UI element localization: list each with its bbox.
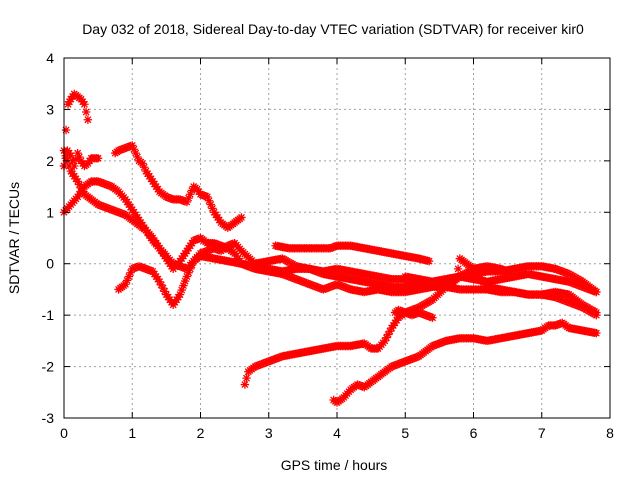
data-point	[383, 330, 393, 339]
data-point	[180, 276, 190, 286]
y-tick-label: -2	[42, 359, 55, 375]
data-point	[158, 283, 168, 293]
data-point	[66, 151, 76, 160]
x-tick-label: 1	[128, 425, 136, 441]
data-point	[61, 151, 70, 160]
data-point	[61, 125, 71, 135]
data-point	[121, 280, 130, 289]
data-point	[81, 107, 91, 117]
series-arc-5	[110, 141, 246, 232]
data-point	[160, 287, 169, 296]
data-point	[65, 97, 74, 106]
data-point	[124, 272, 134, 281]
y-tick-label: 3	[46, 101, 54, 117]
data-points	[59, 89, 601, 407]
series-arc-11	[401, 254, 601, 317]
y-tick-label: -1	[42, 307, 55, 323]
x-tick-label: 4	[333, 425, 341, 441]
data-point	[177, 285, 186, 295]
x-tick-label: 5	[401, 425, 409, 441]
data-point	[242, 373, 251, 383]
data-point	[122, 276, 132, 285]
data-point	[155, 277, 164, 286]
data-point	[186, 190, 195, 199]
data-point	[428, 313, 437, 322]
data-point	[80, 100, 89, 109]
data-point	[73, 148, 82, 158]
data-point	[83, 115, 93, 124]
data-point	[182, 197, 192, 207]
data-point	[70, 161, 79, 171]
data-point	[382, 333, 391, 342]
x-tick-label: 7	[538, 425, 546, 441]
data-point	[175, 290, 185, 299]
data-point	[139, 163, 149, 172]
data-point	[131, 148, 140, 158]
data-point	[240, 380, 250, 389]
y-tick-label: 1	[46, 204, 54, 220]
data-point	[380, 336, 389, 346]
data-point	[203, 192, 212, 202]
x-tick-label: 8	[606, 425, 614, 441]
data-point	[75, 180, 84, 189]
data-point	[182, 272, 192, 281]
x-tick-label: 6	[470, 425, 478, 441]
data-point	[592, 308, 601, 317]
data-point	[128, 141, 137, 150]
data-point	[204, 196, 214, 205]
data-point	[592, 328, 601, 338]
data-point	[424, 256, 434, 266]
y-tick-label: 4	[46, 50, 54, 66]
data-point	[64, 161, 74, 171]
data-point	[452, 274, 461, 284]
x-tick-label: 2	[197, 425, 205, 441]
data-point	[186, 264, 195, 274]
data-point	[133, 152, 142, 162]
y-tick-label: 0	[46, 256, 54, 272]
data-point	[73, 177, 82, 186]
data-point	[503, 267, 512, 276]
data-point	[157, 280, 166, 290]
data-point	[75, 152, 84, 162]
data-point	[126, 268, 135, 277]
series-arc-10	[390, 305, 437, 322]
data-point	[208, 204, 217, 213]
data-point	[453, 264, 463, 274]
data-point	[184, 193, 193, 203]
x-axis-label: GPS time / hours	[281, 457, 388, 473]
data-point	[179, 281, 188, 290]
chart-title: Day 032 of 2018, Sidereal Day-to-day VTE…	[82, 21, 584, 37]
data-point	[138, 159, 147, 168]
x-tick-label: 0	[60, 425, 68, 441]
data-point	[63, 100, 73, 109]
series-arc-9	[329, 318, 601, 407]
y-tick-label: 2	[46, 153, 54, 169]
series-arc-7	[271, 241, 434, 266]
axis-ticks: 0 1 2 3 4 5 6 7 8 -3 -2 -1 0 1 2 3 4	[42, 50, 615, 441]
y-tick-label: -3	[42, 410, 55, 426]
y-axis-label: SDTVAR / TECUs	[6, 182, 22, 294]
data-point	[184, 268, 193, 277]
data-point	[237, 213, 246, 222]
data-point	[93, 154, 103, 163]
data-point	[206, 200, 215, 209]
data-point	[129, 145, 139, 154]
data-point	[592, 287, 601, 297]
x-tick-label: 3	[265, 425, 273, 441]
data-point	[187, 260, 197, 270]
data-point	[68, 156, 77, 166]
data-point	[385, 327, 395, 336]
